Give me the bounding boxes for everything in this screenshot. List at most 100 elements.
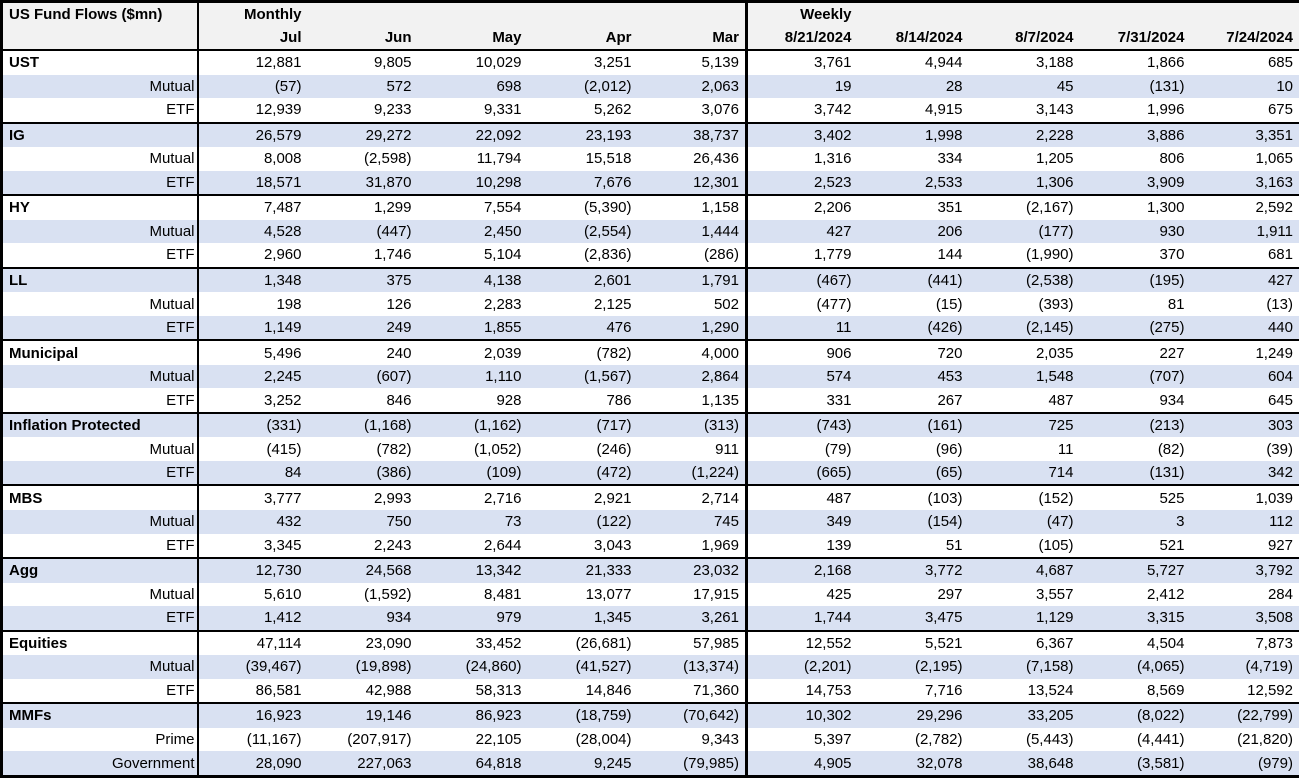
value-cell: 12,592: [1190, 678, 1299, 704]
value-cell: 574: [746, 364, 858, 389]
value-cell: (447): [307, 219, 418, 244]
value-cell: (2,538): [968, 266, 1080, 293]
value-cell: 750: [307, 510, 418, 534]
value-cell: 3,188: [968, 49, 1080, 75]
value-cell: 7,487: [197, 194, 308, 220]
value-cell: 240: [307, 339, 418, 365]
subcategory-row: Mutual (39,467) (19,898) (24,860) (41,527) (1…: [1, 655, 1299, 679]
value-cell: 3,508: [1190, 606, 1299, 631]
value-cell: 57,985: [637, 629, 748, 656]
value-cell: (3,581): [1079, 751, 1191, 777]
value-cell: 934: [1079, 388, 1191, 413]
value-cell: 10,029: [417, 49, 528, 75]
value-cell: 927: [1190, 533, 1299, 559]
value-cell: 2,228: [968, 121, 1080, 148]
category-row: MBS 3,777 2,993 2,716 2,921 2,714 487 (103) (152…: [1, 484, 1299, 510]
subcategory-row: Prime (11,167) (207,917) 22,105 (28,004) 9,34…: [1, 727, 1299, 752]
value-cell: (154): [857, 510, 969, 534]
subcategory-label: Prime: [1, 727, 199, 752]
value-cell: 2,592: [1190, 194, 1299, 220]
value-cell: 3,252: [197, 388, 308, 413]
value-cell: 86,581: [197, 678, 308, 704]
value-cell: 331: [746, 388, 858, 413]
value-cell: 38,737: [637, 121, 748, 148]
value-cell: 2,644: [417, 533, 528, 559]
value-cell: 3,315: [1079, 606, 1191, 631]
value-cell: (96): [857, 437, 969, 461]
value-cell: 453: [857, 364, 969, 389]
value-cell: 9,331: [417, 98, 528, 123]
value-cell: 7,873: [1190, 629, 1299, 656]
category-row: UST 12,881 9,805 10,029 3,251 5,139 3,761 4,944…: [1, 49, 1299, 75]
subcategory-label: Mutual: [1, 655, 199, 679]
value-cell: 12,939: [197, 98, 308, 123]
value-cell: (70,642): [637, 702, 748, 728]
value-cell: (213): [1079, 411, 1191, 438]
subcategory-label: ETF: [1, 170, 199, 196]
value-cell: (103): [857, 484, 969, 510]
value-cell: 846: [307, 388, 418, 413]
value-cell: (65): [857, 460, 969, 486]
value-cell: 22,092: [417, 121, 528, 148]
value-cell: (782): [307, 437, 418, 461]
value-cell: (11,167): [197, 727, 308, 752]
value-cell: 2,714: [637, 484, 748, 510]
value-cell: (79): [746, 437, 858, 461]
value-cell: (161): [857, 411, 969, 438]
value-cell: (207,917): [307, 727, 418, 752]
value-cell: (1,567): [527, 364, 638, 389]
value-cell: (26,681): [527, 629, 638, 656]
header-spacer: [307, 1, 418, 26]
value-cell: 9,805: [307, 49, 418, 75]
value-cell: 10,302: [746, 702, 858, 728]
value-cell: 14,753: [746, 678, 858, 704]
category-row: Inflation Protected (331) (1,168) (1,162) (7…: [1, 411, 1299, 438]
value-cell: 3,261: [637, 606, 748, 631]
value-cell: 725: [968, 411, 1080, 438]
value-cell: 2,523: [746, 170, 858, 196]
subcategory-row: Mutual (415) (782) (1,052) (246) 911 (79) (96) 1…: [1, 437, 1299, 461]
value-cell: (131): [1079, 74, 1191, 99]
category-label: MMFs: [1, 702, 199, 728]
subcategory-label: Mutual: [1, 219, 199, 244]
subcategory-row: Mutual 198 126 2,283 2,125 502 (477) (15) (393) 8…: [1, 292, 1299, 316]
value-cell: (1,168): [307, 411, 418, 438]
value-cell: 1,345: [527, 606, 638, 631]
value-cell: 32,078: [857, 751, 969, 777]
value-cell: 11,794: [417, 147, 528, 171]
subcategory-label: ETF: [1, 678, 199, 704]
weekly-section-label: Weekly: [746, 1, 858, 26]
value-cell: (131): [1079, 460, 1191, 486]
value-cell: 675: [1190, 98, 1299, 123]
value-cell: (2,167): [968, 194, 1080, 220]
value-cell: 3,351: [1190, 121, 1299, 148]
value-cell: 19: [746, 74, 858, 99]
subcategory-label: Mutual: [1, 437, 199, 461]
value-cell: 3,777: [197, 484, 308, 510]
value-cell: 26,579: [197, 121, 308, 148]
header-spacer: [417, 1, 528, 26]
value-cell: 3,475: [857, 606, 969, 631]
value-cell: 126: [307, 292, 418, 316]
value-cell: 4,504: [1079, 629, 1191, 656]
value-cell: (13): [1190, 292, 1299, 316]
value-cell: 64,818: [417, 751, 528, 777]
category-label: Inflation Protected: [1, 411, 199, 438]
value-cell: 4,944: [857, 49, 969, 75]
value-cell: (2,201): [746, 655, 858, 679]
value-cell: 2,035: [968, 339, 1080, 365]
header-section-row: US Fund Flows ($mn) Monthly Weekly: [1, 1, 1299, 51]
value-cell: 745: [637, 510, 748, 534]
value-cell: 685: [1190, 49, 1299, 75]
value-cell: 3,345: [197, 533, 308, 559]
value-cell: 13,524: [968, 678, 1080, 704]
value-cell: 19,146: [307, 702, 418, 728]
subcategory-row: Mutual 5,610 (1,592) 8,481 13,077 17,915 425 29…: [1, 582, 1299, 607]
value-cell: 58,313: [417, 678, 528, 704]
value-cell: 1,306: [968, 170, 1080, 196]
value-cell: 2,864: [637, 364, 748, 389]
subcategory-row: ETF 3,252 846 928 786 1,135 331 267 487 934 645: [1, 388, 1299, 413]
value-cell: 3,043: [527, 533, 638, 559]
subcategory-row: ETF 1,149 249 1,855 476 1,290 11 (426) (2,145) (2…: [1, 315, 1299, 341]
category-row: HY 7,487 1,299 7,554 (5,390) 1,158 2,206 351 (2,…: [1, 194, 1299, 220]
